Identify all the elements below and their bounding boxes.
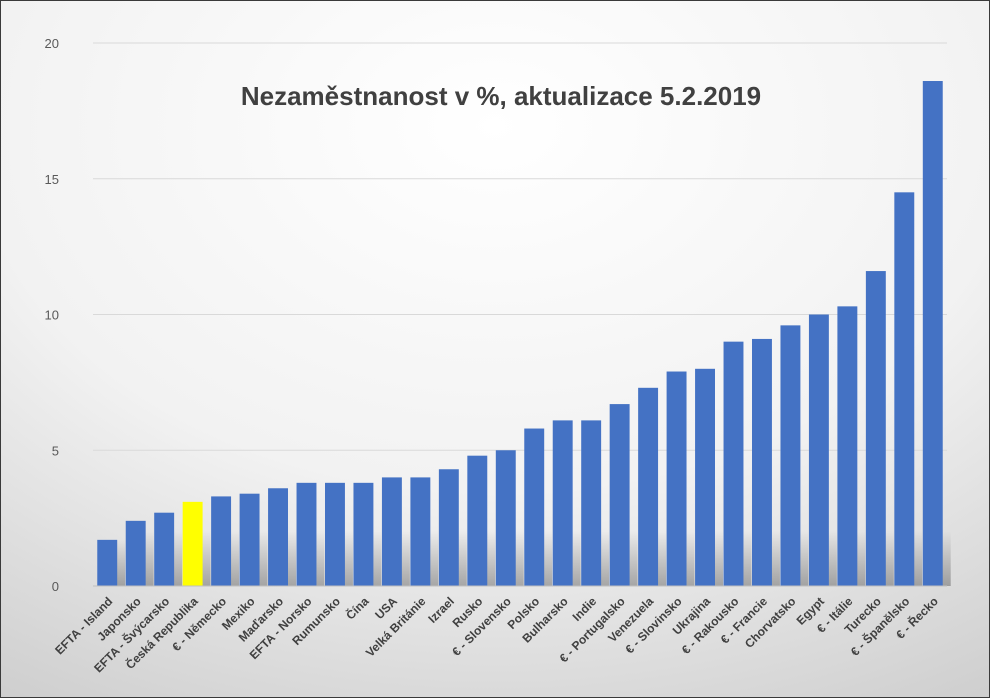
bar [154,512,175,586]
bar [638,387,659,586]
bar [239,493,260,586]
bar [922,81,943,586]
bar [97,539,118,586]
bar [268,488,288,586]
bar [837,306,858,586]
bar [780,325,801,586]
y-tick-label: 15 [45,172,59,187]
bar [723,341,744,586]
bar [211,496,232,586]
bar [752,338,772,586]
bar [125,520,146,586]
bar [581,420,602,586]
bar-highlight [182,501,203,586]
bar [609,404,630,586]
gridlines [93,42,947,451]
bar [495,450,516,586]
y-tick-label: 20 [45,36,59,51]
bar [552,420,573,586]
bar [467,455,488,586]
bars [97,81,943,586]
bar [325,482,345,586]
bar [666,371,687,586]
bar [808,314,829,586]
bar [381,477,402,586]
bar [894,192,915,586]
chart-title: Nezaměstnanost v %, aktualizace 5.2.2019 [241,81,761,111]
bar [695,368,715,586]
bar [353,482,374,586]
bar [524,428,545,586]
bar [296,482,317,586]
y-tick-label: 0 [52,579,59,594]
y-tick-label: 10 [45,308,59,323]
y-axis-ticks: 0 5 10 15 20 [45,36,59,594]
y-tick-label: 5 [52,443,59,458]
bar [410,477,431,586]
bar [438,469,459,586]
bar [865,271,886,586]
